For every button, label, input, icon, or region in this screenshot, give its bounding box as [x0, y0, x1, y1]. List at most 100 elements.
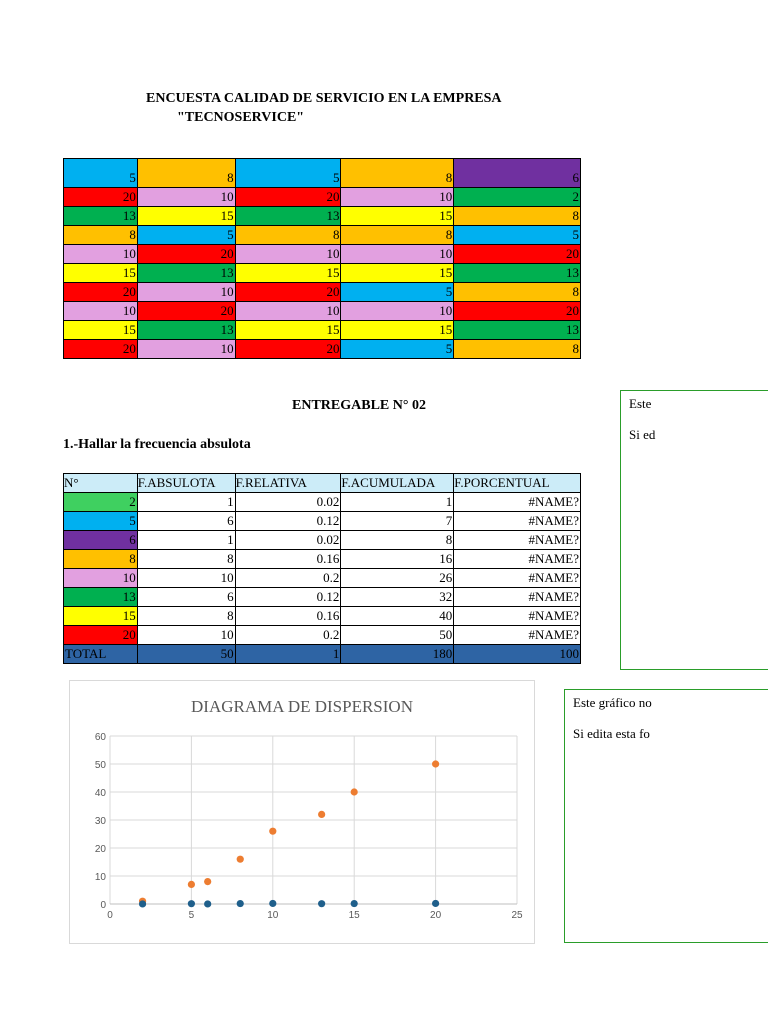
- header-rel: F.RELATIVA: [234, 473, 342, 493]
- table-row: 8 8 0.16 16 #NAME?: [63, 549, 581, 569]
- survey-cell: 5: [63, 158, 138, 188]
- table-row: 2 1 0.02 1 #NAME?: [63, 492, 581, 512]
- freq-cell-acu: 7: [340, 511, 455, 531]
- freq-cell-rel: 0.2: [234, 625, 342, 645]
- note-box-2[interactable]: Este gráfico no Si edita esta fo: [564, 689, 768, 943]
- data-point-series-1: [350, 788, 358, 796]
- survey-cell: 5: [340, 339, 455, 359]
- survey-row: 20 10 20 10 2: [63, 187, 581, 207]
- survey-row: 20 10 20 5 8: [63, 282, 581, 302]
- freq-cell-rel: 0.02: [234, 530, 342, 550]
- y-tick-label: 40: [95, 788, 107, 799]
- data-point-series-2: [269, 899, 277, 908]
- survey-cell: 5: [340, 282, 455, 302]
- chart-plot: 0 10 20 30 40 50 60 0 5 10 15 20 25: [95, 732, 523, 921]
- freq-cell-abs: 6: [136, 511, 236, 531]
- y-tick-label: 0: [100, 900, 106, 911]
- freq-cell-n: 6: [63, 530, 138, 550]
- survey-cell: 20: [63, 282, 138, 302]
- section-title: 1.-Hallar la frecuencia absulota: [63, 437, 251, 452]
- data-point-series-1: [204, 878, 212, 886]
- freq-cell-n: 13: [63, 587, 138, 607]
- data-point-series-2: [236, 899, 244, 908]
- survey-cell: 10: [63, 301, 138, 321]
- survey-row: 10 20 10 10 20: [63, 301, 581, 321]
- x-tick-label: 20: [430, 910, 442, 921]
- freq-cell-rel: 0.16: [234, 549, 342, 569]
- survey-cell: 8: [340, 225, 455, 245]
- scatter-chart[interactable]: DIAGRAMA DE DISPERSION 0 10 20 30 40 50 60 0 5 10…: [69, 680, 535, 944]
- freq-cell-acu: 40: [340, 606, 455, 626]
- total-acu: 180: [340, 644, 455, 664]
- survey-cell: 20: [63, 187, 138, 207]
- data-point-series-2: [204, 900, 212, 908]
- total-pct: 100: [453, 644, 581, 664]
- note-box-1[interactable]: Este Si ed: [620, 390, 768, 670]
- data-point-series-2: [432, 899, 440, 908]
- survey-cell: 13: [453, 320, 581, 340]
- freq-cell-abs: 1: [136, 530, 236, 550]
- survey-row: 15 13 15 15 13: [63, 263, 581, 283]
- freq-cell-pct: #NAME?: [453, 606, 581, 626]
- y-tick-label: 30: [95, 816, 107, 827]
- frequency-header-row: N° F.ABSULOTA F.RELATIVA F.ACUMULADA F.P…: [63, 473, 581, 493]
- freq-cell-acu: 32: [340, 587, 455, 607]
- freq-cell-abs: 8: [136, 549, 236, 569]
- survey-cell: 13: [136, 320, 236, 340]
- survey-cell: 15: [234, 263, 342, 283]
- y-tick-label: 10: [95, 872, 107, 883]
- survey-cell: 15: [340, 263, 455, 283]
- freq-cell-n: 15: [63, 606, 138, 626]
- freq-cell-abs: 10: [136, 625, 236, 645]
- freq-cell-rel: 0.12: [234, 587, 342, 607]
- survey-cell: 20: [453, 301, 581, 321]
- survey-cell: 10: [234, 301, 342, 321]
- survey-cell: 20: [234, 282, 342, 302]
- survey-cell: 10: [136, 282, 236, 302]
- survey-title-line1: ENCUESTA CALIDAD DE SERVICIO EN LA EMPRE…: [146, 91, 502, 106]
- chart-title: DIAGRAMA DE DISPERSION: [191, 697, 413, 716]
- survey-cell: 5: [136, 225, 236, 245]
- survey-cell: 20: [234, 339, 342, 359]
- survey-cell: 8: [453, 282, 581, 302]
- survey-cell: 10: [136, 187, 236, 207]
- header-n: N°: [63, 473, 138, 493]
- freq-cell-acu: 50: [340, 625, 455, 645]
- survey-cell: 5: [453, 225, 581, 245]
- survey-cell: 10: [63, 244, 138, 264]
- freq-cell-rel: 0.02: [234, 492, 342, 512]
- header-pct: F.PORCENTUAL: [453, 473, 581, 493]
- table-row: 20 10 0.2 50 #NAME?: [63, 625, 581, 645]
- header-abs: F.ABSULOTA: [136, 473, 236, 493]
- y-tick-label: 20: [95, 844, 107, 855]
- table-row: 6 1 0.02 8 #NAME?: [63, 530, 581, 550]
- survey-cell: 6: [453, 158, 581, 188]
- freq-cell-acu: 26: [340, 568, 455, 588]
- freq-cell-rel: 0.12: [234, 511, 342, 531]
- survey-cell: 8: [136, 158, 236, 188]
- survey-row: 15 13 15 15 13: [63, 320, 581, 340]
- x-tick-label: 10: [267, 910, 279, 921]
- survey-cell: 2: [453, 187, 581, 207]
- freq-cell-pct: #NAME?: [453, 530, 581, 550]
- freq-cell-n: 5: [63, 511, 138, 531]
- freq-cell-abs: 6: [136, 587, 236, 607]
- survey-cell: 10: [340, 187, 455, 207]
- survey-cell: 15: [234, 320, 342, 340]
- freq-cell-n: 2: [63, 492, 138, 512]
- freq-cell-abs: 1: [136, 492, 236, 512]
- survey-cell: 10: [340, 244, 455, 264]
- survey-cell: 8: [453, 206, 581, 226]
- freq-cell-n: 8: [63, 549, 138, 569]
- data-point-series-1: [236, 855, 244, 863]
- freq-cell-rel: 0.16: [234, 606, 342, 626]
- data-point-series-2: [138, 900, 147, 908]
- survey-cell: 20: [234, 187, 342, 207]
- survey-cell: 10: [234, 244, 342, 264]
- header-acu: F.ACUMULADA: [340, 473, 455, 493]
- freq-cell-pct: #NAME?: [453, 511, 581, 531]
- freq-cell-n: 10: [63, 568, 138, 588]
- survey-cell: 20: [453, 244, 581, 264]
